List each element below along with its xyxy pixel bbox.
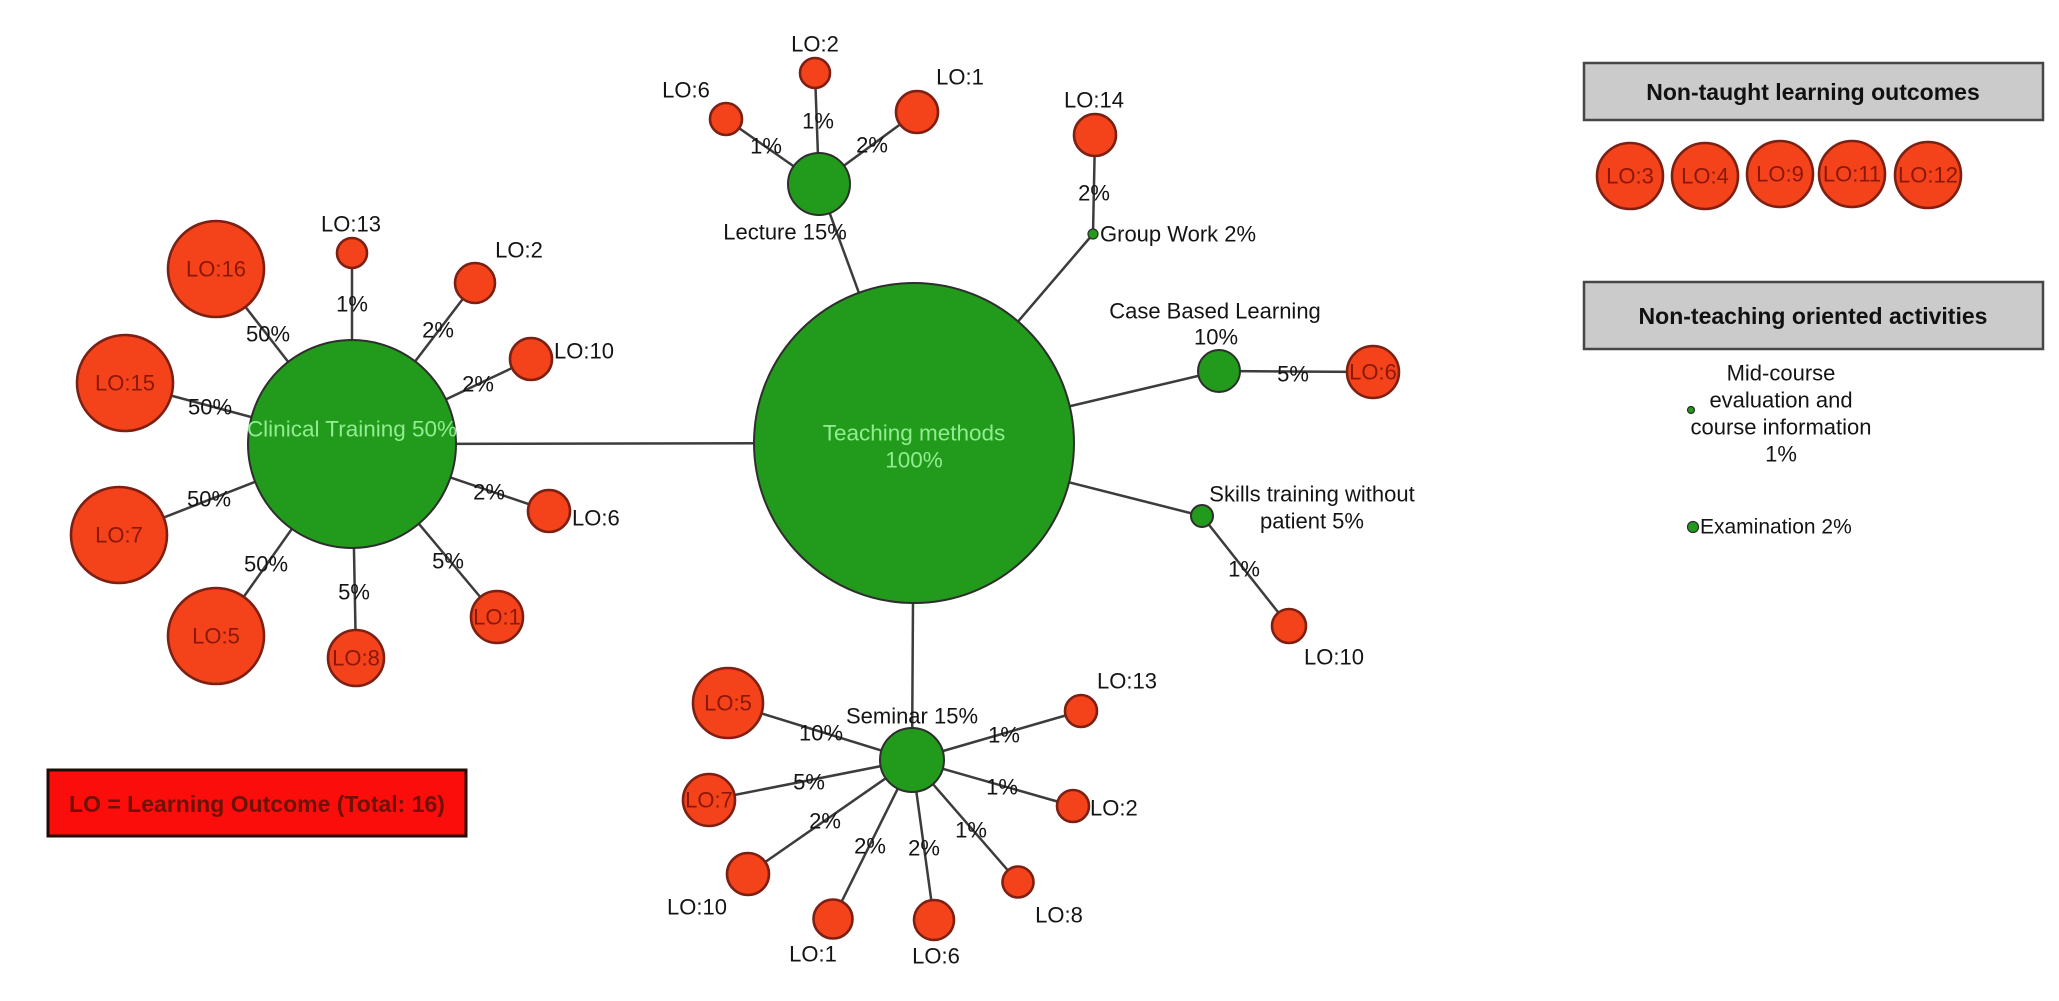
svg-text:1%: 1% [988,723,1020,748]
svg-text:2%: 2% [473,480,505,505]
svg-text:1%: 1% [336,292,368,317]
svg-text:5%: 5% [1277,362,1309,387]
svg-text:LO:5: LO:5 [704,691,752,716]
svg-text:LO:2: LO:2 [1090,796,1138,821]
svg-text:LO:2: LO:2 [495,238,543,263]
svg-text:LO:13: LO:13 [321,212,381,237]
svg-text:Non-teaching oriented activiti: Non-teaching oriented activities [1639,303,1988,329]
svg-text:10%: 10% [799,721,843,746]
svg-text:LO:5: LO:5 [192,624,240,649]
svg-text:1%: 1% [986,775,1018,800]
svg-text:Case Based Learning: Case Based Learning [1109,299,1321,324]
svg-text:2%: 2% [422,318,454,343]
svg-text:Group Work 2%: Group Work 2% [1100,222,1256,247]
svg-text:LO:10: LO:10 [554,339,614,364]
svg-text:LO:8: LO:8 [1035,903,1083,928]
svg-text:2%: 2% [462,372,494,397]
svg-text:1%: 1% [1228,557,1260,582]
svg-text:LO:6: LO:6 [912,944,960,969]
svg-text:1%: 1% [955,818,987,843]
svg-text:1%: 1% [1765,442,1797,467]
svg-text:LO:6: LO:6 [1349,360,1397,385]
svg-text:LO:1: LO:1 [473,605,521,630]
svg-text:patient 5%: patient 5% [1260,509,1364,534]
svg-text:LO:1: LO:1 [936,65,984,90]
svg-text:Skills training without: Skills training without [1209,482,1414,507]
svg-text:LO:1: LO:1 [789,942,837,967]
svg-text:LO:2: LO:2 [791,32,839,57]
svg-text:evaluation and: evaluation and [1709,388,1852,413]
svg-text:course information: course information [1691,415,1872,440]
svg-text:LO:14: LO:14 [1064,88,1124,113]
svg-text:2%: 2% [908,836,940,861]
svg-text:LO:12: LO:12 [1898,163,1958,188]
svg-text:5%: 5% [432,549,464,574]
svg-text:LO:15: LO:15 [95,371,155,396]
svg-text:2%: 2% [809,809,841,834]
svg-text:LO:3: LO:3 [1606,164,1654,189]
svg-text:Examination 2%: Examination 2% [1700,516,1852,539]
svg-text:5%: 5% [793,770,825,795]
svg-text:LO:7: LO:7 [95,523,143,548]
svg-text:Clinical Training 50%: Clinical Training 50% [247,417,457,442]
svg-text:10%: 10% [1194,325,1238,350]
svg-text:50%: 50% [246,322,290,347]
svg-text:LO = Learning Outcome (Total:: LO = Learning Outcome (Total: 16) [69,791,445,817]
svg-text:1%: 1% [802,109,834,134]
svg-text:Seminar 15%: Seminar 15% [846,704,978,729]
svg-text:LO:8: LO:8 [332,646,380,671]
svg-text:Non-taught learning outcomes: Non-taught learning outcomes [1646,79,1980,105]
svg-text:Mid-course: Mid-course [1727,361,1836,386]
svg-text:LO:10: LO:10 [1304,645,1364,670]
svg-text:LO:16: LO:16 [186,257,246,282]
svg-text:LO:10: LO:10 [667,895,727,920]
svg-text:50%: 50% [244,552,288,577]
svg-text:LO:9: LO:9 [1756,162,1804,187]
svg-text:LO:6: LO:6 [572,506,620,531]
svg-text:50%: 50% [188,395,232,420]
svg-text:LO:7: LO:7 [685,788,733,813]
svg-text:LO:4: LO:4 [1681,164,1729,189]
svg-text:LO:11: LO:11 [1823,162,1881,187]
svg-text:5%: 5% [338,580,370,605]
svg-text:Lecture 15%: Lecture 15% [723,220,847,245]
svg-text:LO:13: LO:13 [1097,669,1157,694]
svg-text:100%: 100% [885,448,943,473]
svg-text:1%: 1% [750,134,782,159]
svg-text:2%: 2% [856,133,888,158]
svg-text:LO:6: LO:6 [662,78,710,103]
svg-text:Teaching methods: Teaching methods [823,421,1006,446]
svg-text:2%: 2% [1078,181,1110,206]
svg-text:2%: 2% [854,834,886,859]
svg-text:50%: 50% [187,487,231,512]
